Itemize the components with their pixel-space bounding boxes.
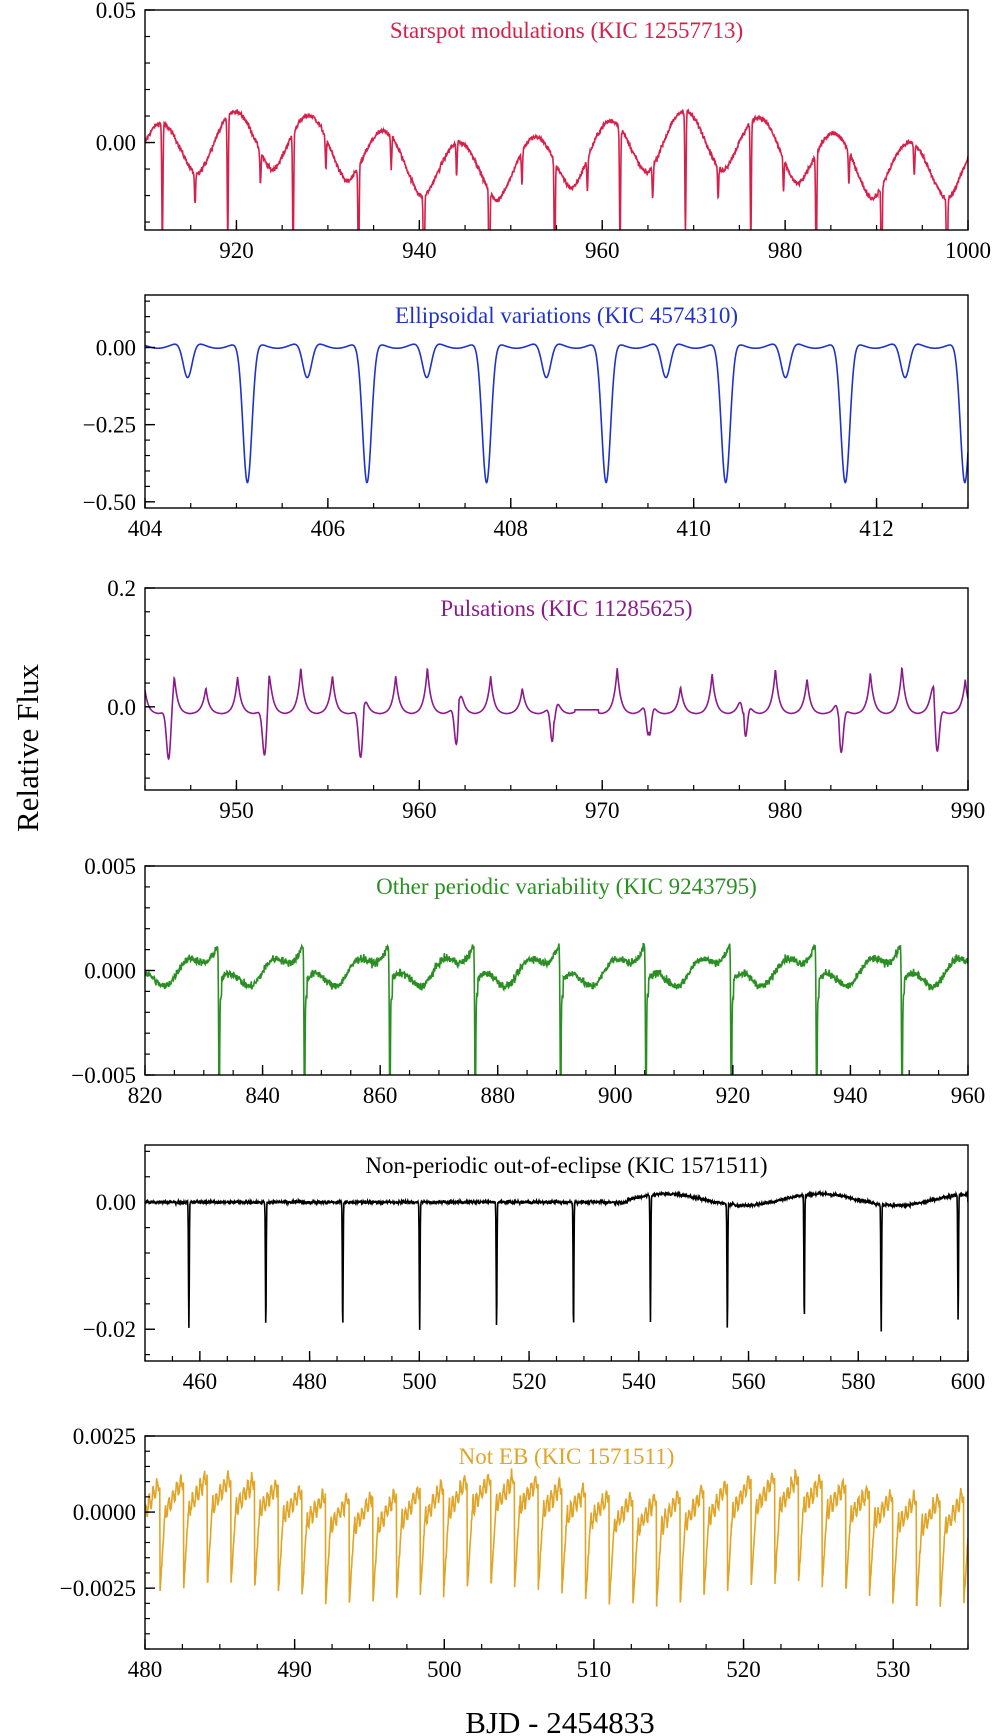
x-tick-label: 480 [128,1657,163,1682]
panel-title: Starspot modulations (KIC 12557713) [390,18,743,43]
y-tick-label: −0.02 [83,1317,136,1342]
x-tick-label: 920 [716,1083,751,1108]
series-line [145,1468,968,1607]
y-tick-label: 0.2 [107,576,136,601]
panel-title: Non-periodic out-of-eclipse (KIC 1571511… [365,1153,767,1178]
series-line [145,942,968,1075]
x-tick-label: 840 [245,1083,280,1108]
x-tick-label: 560 [731,1369,766,1394]
panel-4: 820 840 860 880 900 920 940 960 0.005 0.000 −0.005… [71,854,986,1108]
x-tick-label: 580 [841,1369,876,1394]
x-tick-label: 530 [876,1657,911,1682]
x-tick-label: 980 [768,238,803,263]
series-line [145,107,968,230]
x-tick-label: 520 [726,1657,761,1682]
x-tick-label: 970 [585,798,620,823]
y-tick-label: −0.50 [83,490,136,515]
y-tick-label: −0.25 [83,413,136,438]
x-tick-label: 540 [622,1369,657,1394]
y-tick-label: 0.0025 [73,1424,136,1449]
y-tick-label: 0.00 [96,335,136,360]
panels-group: 920 940 960 980 1000 0.00 0.05 Starspot modulat… [60,0,991,1682]
panel-frame [144,9,969,231]
x-tick-label: 500 [427,1657,462,1682]
panel-2: 404 406 408 410 412 0.00 −0.25 −0.50 Ellipsoidal… [83,294,969,541]
panel-3: 950 960 970 980 990 0.0 0.2 Pulsations (KIC 112… [107,576,985,823]
x-tick-label: 520 [512,1369,547,1394]
panel-title: Other periodic variability (KIC 9243795) [376,874,757,899]
panel-title: Not EB (KIC 1571511) [459,1444,675,1469]
panel-5: 460 480 500 520 540 560 580 600 0.00 −0.02 Non-per… [83,1144,986,1394]
x-tick-label: 480 [292,1369,327,1394]
x-tick-label: 1000 [945,238,991,263]
panel-title: Ellipsoidal variations (KIC 4574310) [395,303,738,328]
x-tick-label: 960 [585,238,620,263]
x-tick-label: 900 [598,1083,633,1108]
y-tick-label: 0.000 [84,959,136,984]
x-tick-label: 490 [277,1657,312,1682]
y-tick-label: −0.005 [71,1063,136,1088]
y-tick-label: 0.005 [84,854,136,879]
x-tick-label: 940 [402,238,437,263]
x-tick-label: 960 [402,798,437,823]
y-tick-label: 0.00 [96,1190,136,1215]
x-tick-label: 600 [951,1369,986,1394]
y-axis-title: Relative Flux [10,664,45,832]
x-tick-label: 460 [183,1369,218,1394]
x-tick-label: 510 [577,1657,612,1682]
x-tick-label: 920 [219,238,254,263]
x-tick-label: 950 [219,798,254,823]
panel-title: Pulsations (KIC 11285625) [440,596,692,621]
y-tick-label: 0.0 [107,695,136,720]
y-tick-label: 0.05 [96,0,136,23]
x-tick-label: 404 [128,516,163,541]
panel-1: 920 940 960 980 1000 0.00 0.05 Starspot modulat… [96,0,991,263]
y-tick-label: 0.00 [96,131,136,156]
y-tick-label: −0.0025 [60,1576,136,1601]
x-tick-label: 406 [311,516,346,541]
x-tick-label: 860 [363,1083,398,1108]
x-tick-label: 960 [951,1083,986,1108]
series-line [145,343,968,484]
x-tick-label: 980 [768,798,803,823]
x-tick-label: 500 [402,1369,437,1394]
panel-6: 480 490 500 510 520 530 0.0025 0.0000 −0.0025 Not… [60,1424,969,1682]
x-tick-label: 880 [480,1083,515,1108]
series-line [145,1189,968,1332]
x-tick-label: 408 [494,516,529,541]
x-tick-label: 410 [676,516,711,541]
x-tick-label: 940 [833,1083,868,1108]
x-tick-label: 990 [951,798,986,823]
y-tick-label: 0.0000 [73,1500,136,1525]
x-axis-title: BJD - 2454833 [465,1705,654,1736]
x-tick-label: 820 [128,1083,163,1108]
x-tick-label: 412 [859,516,894,541]
series-line [145,666,968,761]
